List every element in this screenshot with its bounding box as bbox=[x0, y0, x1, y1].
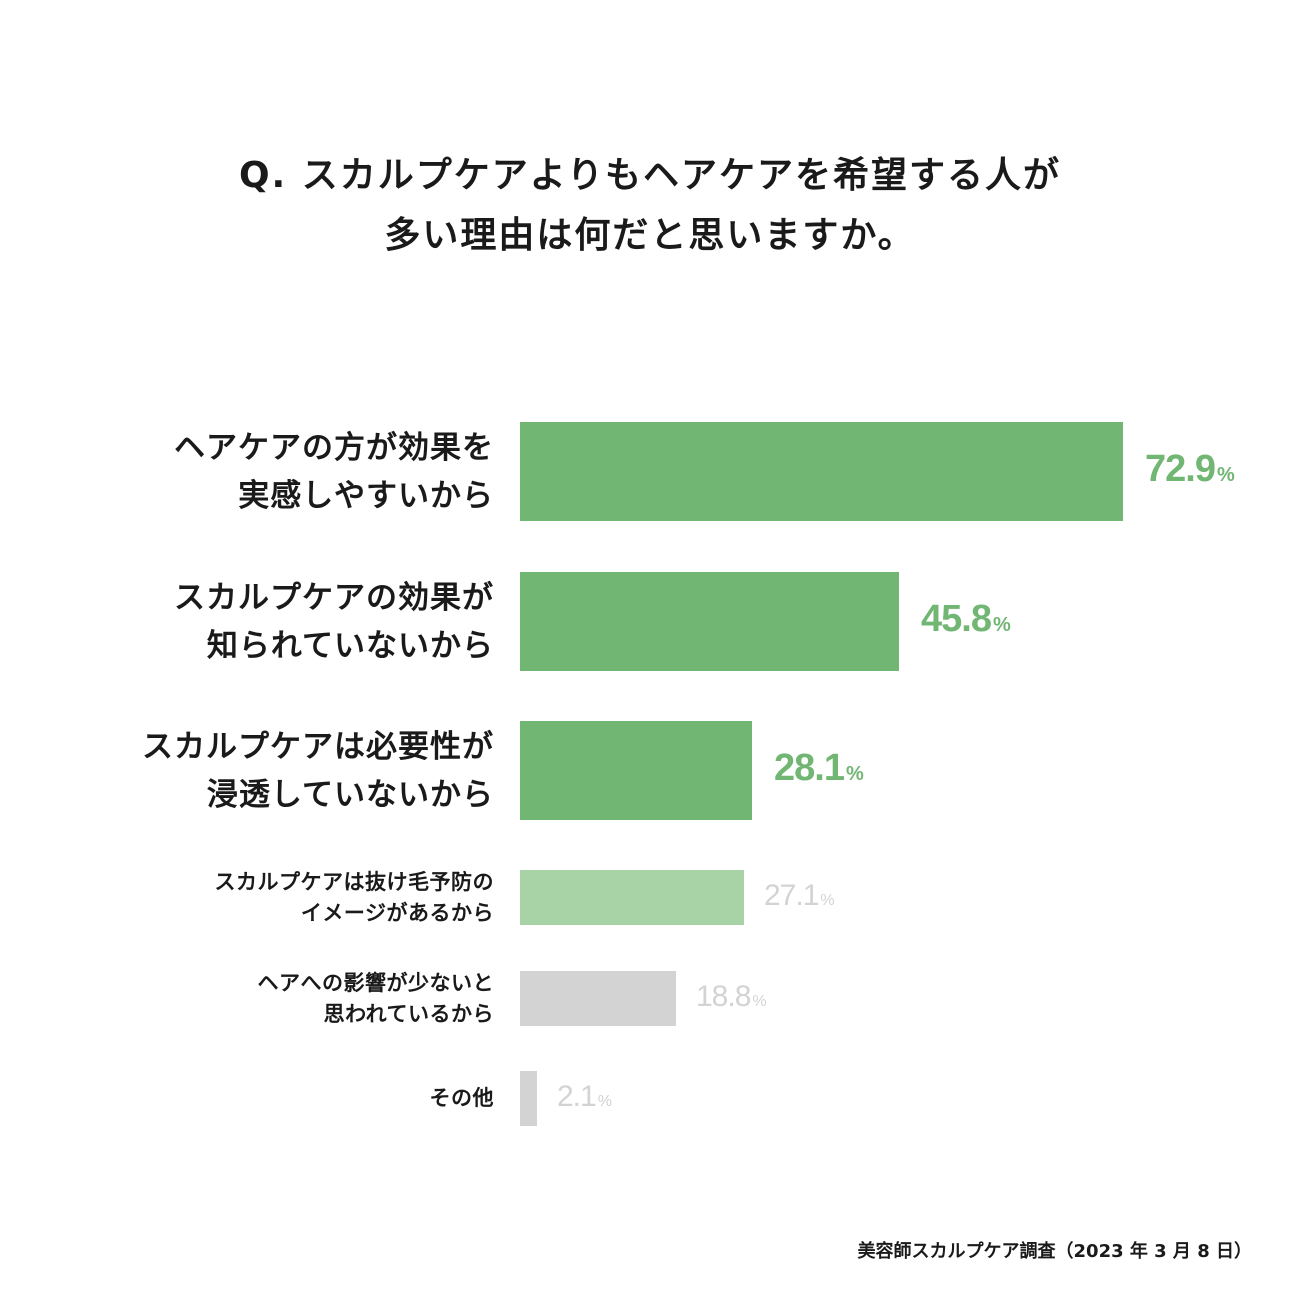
value-label: 28.1% bbox=[774, 747, 864, 790]
source-note: 美容師スカルプケア調査（2023 年 3 月 8 日） bbox=[857, 1241, 1252, 1262]
category-label-line: スカルプケアは必要性が bbox=[142, 728, 494, 765]
percent-sign: % bbox=[845, 762, 864, 785]
bar bbox=[520, 971, 676, 1026]
category-label: スカルプケアの効果が知られていないから bbox=[174, 574, 494, 670]
category-label-line: ヘアへの影響が少ないと bbox=[257, 970, 494, 995]
bar bbox=[520, 721, 752, 820]
percent-sign: % bbox=[752, 992, 767, 1010]
percent-sign: % bbox=[820, 891, 835, 909]
value-label: 72.9% bbox=[1145, 448, 1235, 491]
bar bbox=[520, 572, 899, 671]
category-label-line: 浸透していないから bbox=[206, 776, 494, 813]
category-label: ヘアケアの方が効果を実感しやすいから bbox=[174, 424, 494, 520]
value-number: 72.9 bbox=[1145, 447, 1216, 490]
value-label: 2.1% bbox=[557, 1080, 612, 1114]
category-label-line: 思われているから bbox=[323, 1001, 494, 1026]
category-label-line: イメージがあるから bbox=[300, 900, 494, 925]
category-label-line: スカルプケアの効果が bbox=[174, 579, 494, 616]
category-label-line: スカルプケアは抜け毛予防の bbox=[214, 869, 494, 894]
value-number: 18.8 bbox=[696, 979, 751, 1013]
value-label: 18.8% bbox=[696, 980, 767, 1014]
category-label-line: その他 bbox=[429, 1086, 494, 1110]
value-number: 45.8 bbox=[921, 597, 992, 640]
value-number: 27.1 bbox=[764, 878, 819, 912]
category-label: スカルプケアは必要性が浸透していないから bbox=[142, 723, 494, 819]
bar bbox=[520, 1071, 537, 1126]
percent-sign: % bbox=[1216, 463, 1235, 486]
category-label-line: 実感しやすいから bbox=[238, 477, 494, 514]
category-label: スカルプケアは抜け毛予防のイメージがあるから bbox=[215, 867, 495, 929]
value-number: 28.1 bbox=[774, 746, 845, 789]
category-label: その他 bbox=[430, 1083, 495, 1114]
category-label: ヘアへの影響が少ないと思われているから bbox=[258, 968, 495, 1030]
percent-sign: % bbox=[597, 1092, 612, 1110]
chart-title-line-1: Q. スカルプケアよりもヘアケアを希望する人が bbox=[238, 155, 1062, 196]
category-label-line: ヘアケアの方が効果を bbox=[174, 429, 494, 466]
category-label-line: 知られていないから bbox=[206, 627, 494, 664]
percent-sign: % bbox=[992, 613, 1011, 636]
bar bbox=[520, 422, 1123, 521]
value-label: 27.1% bbox=[764, 879, 835, 913]
bar bbox=[520, 870, 744, 925]
value-label: 45.8% bbox=[921, 598, 1011, 641]
chart-title-line-2: 多い理由は何だと思いますか。 bbox=[384, 215, 916, 256]
value-number: 2.1 bbox=[557, 1079, 597, 1113]
